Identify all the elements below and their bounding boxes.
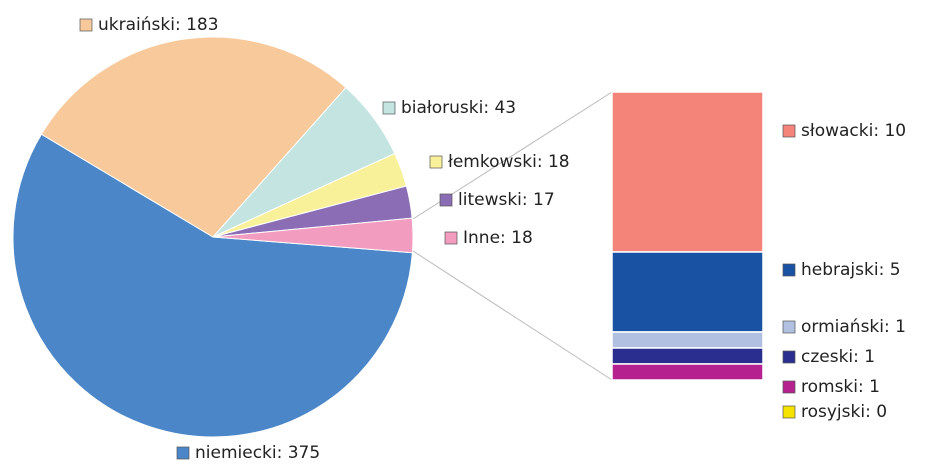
legend-label: czeski: 1: [801, 347, 875, 367]
legend-swatch: [782, 380, 796, 394]
legend-label: niemiecki: 375: [195, 443, 320, 463]
bar-segment: [611, 91, 764, 253]
connector: [412, 250, 613, 381]
legend-label: łemkowski: 18: [448, 152, 570, 172]
pie-slice: [40, 36, 347, 238]
legend-label: litewski: 17: [458, 190, 555, 210]
legend-label: białoruski: 43: [401, 98, 516, 118]
legend-swatch: [176, 446, 190, 460]
legend-swatch: [429, 155, 443, 169]
legend-label: ormiański: 1: [801, 317, 906, 337]
pie-slice: [212, 217, 414, 254]
legend-swatch: [782, 350, 796, 364]
legend-label: ukraiński: 183: [98, 15, 219, 35]
legend-swatch: [444, 231, 458, 245]
bar-segment: [611, 347, 764, 365]
legend-label: słowacki: 10: [801, 121, 906, 141]
legend-swatch: [79, 18, 93, 32]
bar-segment: [611, 363, 764, 381]
legend-swatch: [382, 101, 396, 115]
legend-label: romski: 1: [801, 377, 880, 397]
legend-swatch: [439, 193, 453, 207]
legend-swatch: [782, 263, 796, 277]
pie-slice: [12, 133, 413, 438]
bar-segment: [611, 251, 764, 333]
bar-segment: [611, 331, 764, 349]
legend-swatch: [782, 124, 796, 138]
legend-swatch: [782, 405, 796, 419]
legend-label: Inne: 18: [463, 228, 533, 248]
legend-swatch: [782, 320, 796, 334]
legend-label: rosyjski: 0: [801, 402, 887, 422]
legend-label: hebrajski: 5: [801, 260, 901, 280]
